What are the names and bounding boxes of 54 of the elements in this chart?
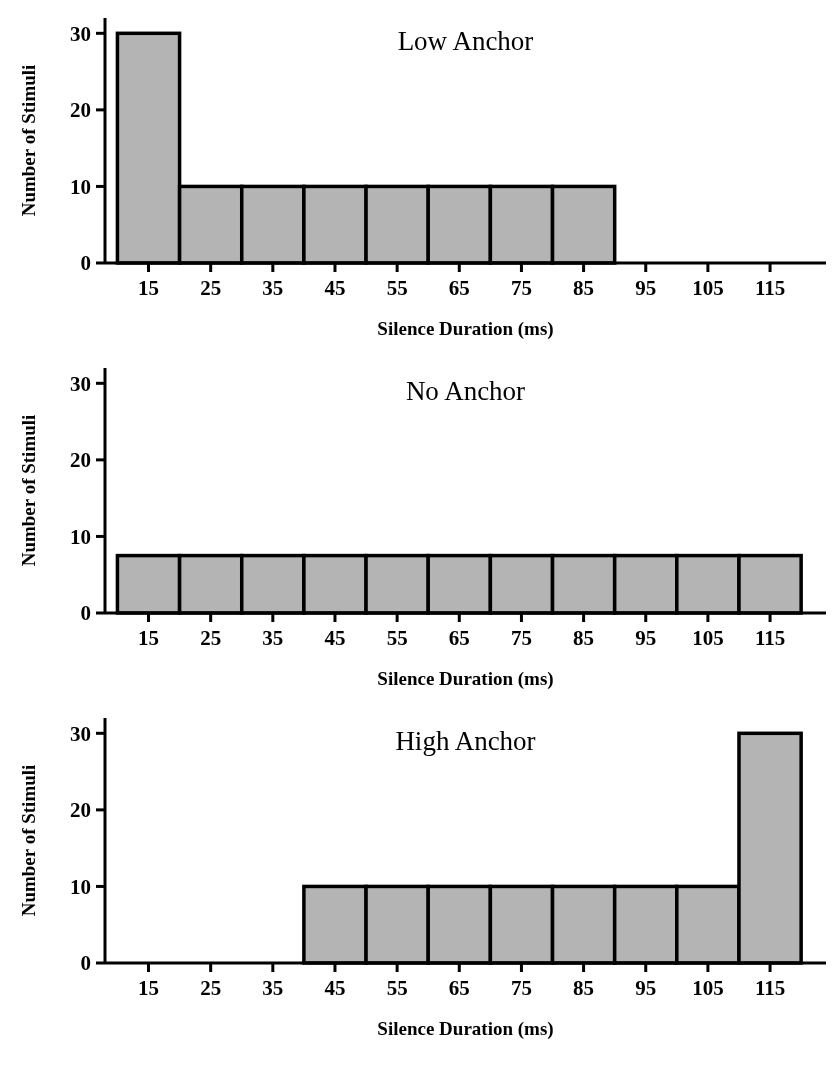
x-axis-title: Silence Duration (ms) <box>377 318 554 340</box>
y-tick-label: 20 <box>70 798 91 823</box>
x-tick-label: 15 <box>138 976 160 1000</box>
y-tick-label: 20 <box>70 448 91 473</box>
x-tick-label: 115 <box>754 976 786 1000</box>
x-tick-label: 95 <box>635 276 657 300</box>
x-tick-label: 85 <box>573 626 595 650</box>
y-tick-label: 0 <box>80 251 91 276</box>
x-tick-label: 65 <box>448 276 470 300</box>
x-tick-label: 105 <box>692 626 724 650</box>
y-axis-title: Number of Stimuli <box>18 414 39 567</box>
y-tick-label: 10 <box>70 174 91 199</box>
x-tick-label: 115 <box>754 276 786 300</box>
x-axis-title: Silence Duration (ms) <box>377 668 554 690</box>
y-tick-label: 20 <box>70 98 91 123</box>
x-tick-label: 45 <box>324 626 346 650</box>
y-axis-title: Number of Stimuli <box>18 64 39 217</box>
x-tick-label: 15 <box>138 626 160 650</box>
x-tick-label: 55 <box>386 626 408 650</box>
x-tick-label: 25 <box>200 626 222 650</box>
x-tick-label: 75 <box>510 276 532 300</box>
y-tick-label: 10 <box>70 524 91 549</box>
y-tick-label: 0 <box>80 951 91 976</box>
y-tick-label: 0 <box>80 601 91 626</box>
chart-title: No Anchor <box>405 376 526 406</box>
x-tick-label: 85 <box>573 276 595 300</box>
chart-title: Low Anchor <box>397 26 534 56</box>
x-tick-label: 35 <box>262 626 284 650</box>
y-tick-label: 10 <box>70 874 91 899</box>
x-tick-label: 105 <box>692 976 724 1000</box>
y-tick-label: 30 <box>70 21 91 46</box>
x-axis-title: Silence Duration (ms) <box>377 1018 554 1040</box>
x-tick-label: 95 <box>635 976 657 1000</box>
x-tick-label: 35 <box>262 276 284 300</box>
x-tick-label: 65 <box>448 626 470 650</box>
x-tick-label: 85 <box>573 976 595 1000</box>
x-tick-label: 15 <box>138 276 160 300</box>
x-tick-label: 75 <box>510 626 532 650</box>
x-tick-label: 95 <box>635 626 657 650</box>
x-tick-label: 25 <box>200 276 222 300</box>
x-tick-label: 105 <box>692 276 724 300</box>
chart-title: High Anchor <box>395 726 536 756</box>
x-tick-label: 35 <box>262 976 284 1000</box>
y-tick-label: 30 <box>70 721 91 746</box>
y-axis-title: Number of Stimuli <box>18 764 39 917</box>
x-tick-label: 45 <box>324 276 346 300</box>
x-tick-label: 75 <box>510 976 532 1000</box>
x-tick-label: 45 <box>324 976 346 1000</box>
x-tick-label: 55 <box>386 276 408 300</box>
x-tick-label: 55 <box>386 976 408 1000</box>
x-tick-label: 65 <box>448 976 470 1000</box>
y-tick-label: 30 <box>70 371 91 396</box>
x-tick-label: 25 <box>200 976 222 1000</box>
x-tick-label: 115 <box>754 626 786 650</box>
